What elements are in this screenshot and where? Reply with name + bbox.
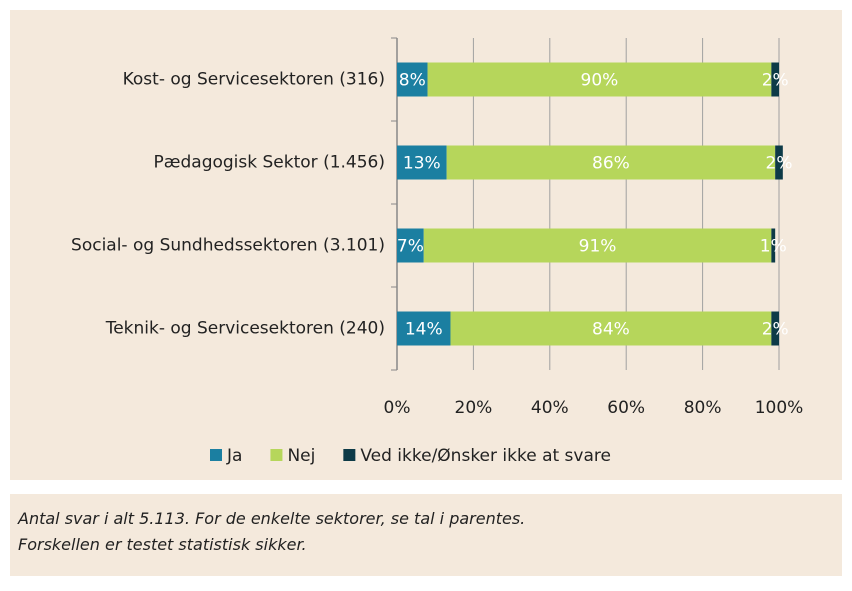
legend-label: Nej	[287, 446, 315, 466]
legend-label: Ved ikke/Ønsker ikke at svare	[360, 446, 611, 466]
bar-segment	[397, 145, 447, 180]
bar-segment	[446, 145, 776, 180]
footnote-line: Forskellen er testet statistisk sikker.	[18, 535, 307, 554]
y-tick-label: Pædagogisk Sektor (1.456)	[154, 153, 385, 173]
data-label: 90%	[581, 71, 619, 91]
data-label: 8%	[399, 71, 426, 91]
bar-segment	[397, 62, 428, 97]
x-tick-label: 40%	[531, 398, 569, 418]
y-tick-label: Kost- og Servicesektoren (316)	[123, 70, 385, 90]
bar-segment	[397, 228, 424, 263]
y-tick-label: Teknik- og Servicesektoren (240)	[105, 319, 385, 339]
data-label: 14%	[405, 320, 443, 340]
legend-label: Ja	[226, 446, 242, 466]
bar-segment	[771, 62, 779, 97]
footnote-box: Antal svar i alt 5.113. For de enkelte s…	[10, 494, 842, 576]
bar-segment	[771, 311, 779, 346]
x-tick-label: 0%	[384, 398, 411, 418]
data-label: 2%	[762, 71, 789, 91]
data-label: 86%	[592, 154, 630, 174]
x-tick-label: 60%	[607, 398, 645, 418]
data-label: 13%	[403, 154, 441, 174]
bar-segment	[775, 145, 783, 180]
data-label: 2%	[762, 320, 789, 340]
bar-segment	[427, 62, 772, 97]
bar-segment	[450, 311, 772, 346]
data-label: 7%	[397, 237, 424, 257]
chart: 0% 20% 40% 60% 80% 100% Kost- og Servicesektor…	[10, 10, 842, 480]
y-tick-label: Social- og Sundhedssektoren (3.101)	[71, 236, 385, 256]
data-label: 2%	[766, 154, 793, 174]
bar-segment	[771, 228, 776, 263]
data-label: 1%	[760, 237, 787, 257]
footnote-line: Antal svar i alt 5.113. For de enkelte s…	[18, 509, 526, 528]
x-tick-label: 20%	[455, 398, 493, 418]
bar-segment	[423, 228, 772, 263]
data-label: 84%	[592, 320, 630, 340]
x-tick-label: 100%	[755, 398, 804, 418]
data-label: 91%	[579, 237, 617, 257]
legend-swatch	[210, 449, 222, 461]
legend-swatch	[270, 449, 283, 461]
legend-swatch	[343, 449, 356, 461]
bar-segment	[397, 311, 451, 346]
x-tick-label: 80%	[684, 398, 722, 418]
